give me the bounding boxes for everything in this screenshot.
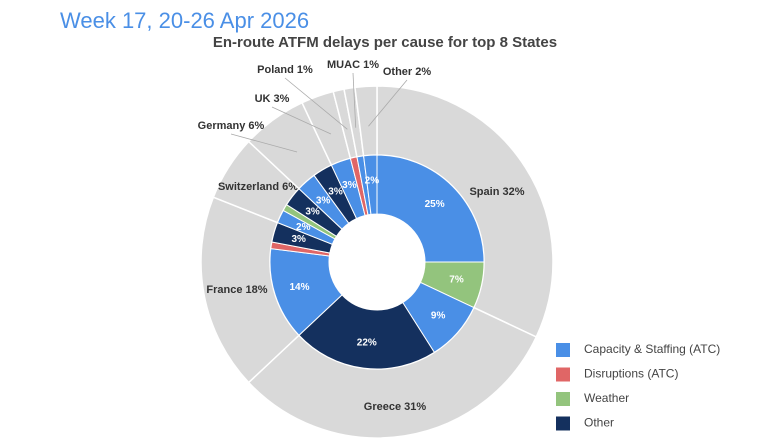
inner-segment [298, 294, 436, 370]
state-name: MUAC [327, 59, 360, 71]
state-name: Switzerland [218, 181, 279, 193]
outer-label: Poland 1% [257, 64, 313, 76]
inner-label: 7% [449, 274, 464, 285]
leader-line [352, 72, 357, 128]
leader-line [230, 133, 298, 153]
state-value: 31% [404, 401, 426, 413]
state-value: 3% [274, 93, 290, 105]
legend-swatch [556, 343, 570, 357]
inner-label: 2% [296, 222, 311, 233]
inner-label: 3% [328, 186, 343, 197]
outer-label: MUAC 1% [327, 59, 379, 71]
inner-label: 3% [342, 180, 357, 191]
inner-label: 3% [316, 196, 331, 207]
legend-swatch [556, 416, 570, 431]
state-value: 18% [246, 284, 268, 296]
legend-label: Weather [584, 391, 629, 405]
outer-label: Greece 31% [364, 401, 427, 413]
legend-label: Other [584, 416, 614, 430]
state-value: 1% [363, 59, 379, 71]
state-name: France [206, 284, 242, 296]
state-value: 6% [248, 120, 264, 132]
inner-label: 9% [431, 311, 446, 322]
inner-label: 22% [357, 337, 377, 348]
outer-label: Switzerland 6% [218, 181, 298, 193]
chart-subtitle: Week 17, 20-26 Apr 2026 [60, 8, 309, 33]
state-name: Germany [198, 120, 247, 132]
outer-label: Spain 32% [469, 186, 524, 198]
legend-label: Capacity & Staffing (ATC) [584, 342, 720, 356]
inner-label: 25% [425, 199, 445, 210]
outer-label: UK 3% [255, 93, 290, 105]
leader-line [271, 106, 332, 135]
outer-label: Germany 6% [198, 120, 265, 132]
chart-title: En-route ATFM delays per cause for top 8… [213, 34, 557, 51]
inner-segment [376, 154, 485, 263]
legend-label: Disruptions (ATC) [584, 367, 678, 381]
state-value: 1% [297, 64, 313, 76]
leader-line [368, 79, 408, 127]
outer-label: Other 2% [383, 66, 432, 78]
legend-swatch [556, 367, 570, 382]
inner-label: 14% [289, 282, 309, 293]
state-name: Other [383, 66, 413, 78]
state-name: UK [255, 93, 271, 105]
leader-line [284, 77, 348, 130]
inner-label: 3% [292, 234, 307, 245]
inner-label: 2% [365, 175, 380, 186]
legend-swatch [556, 392, 570, 406]
state-name: Spain [469, 186, 499, 198]
inner-label: 3% [305, 207, 320, 218]
inner-segment [363, 154, 378, 215]
state-name: Greece [364, 401, 401, 413]
state-value: 32% [502, 186, 524, 198]
state-value: 2% [415, 66, 431, 78]
outer-label: France 18% [206, 284, 267, 296]
state-name: Poland [257, 64, 294, 76]
